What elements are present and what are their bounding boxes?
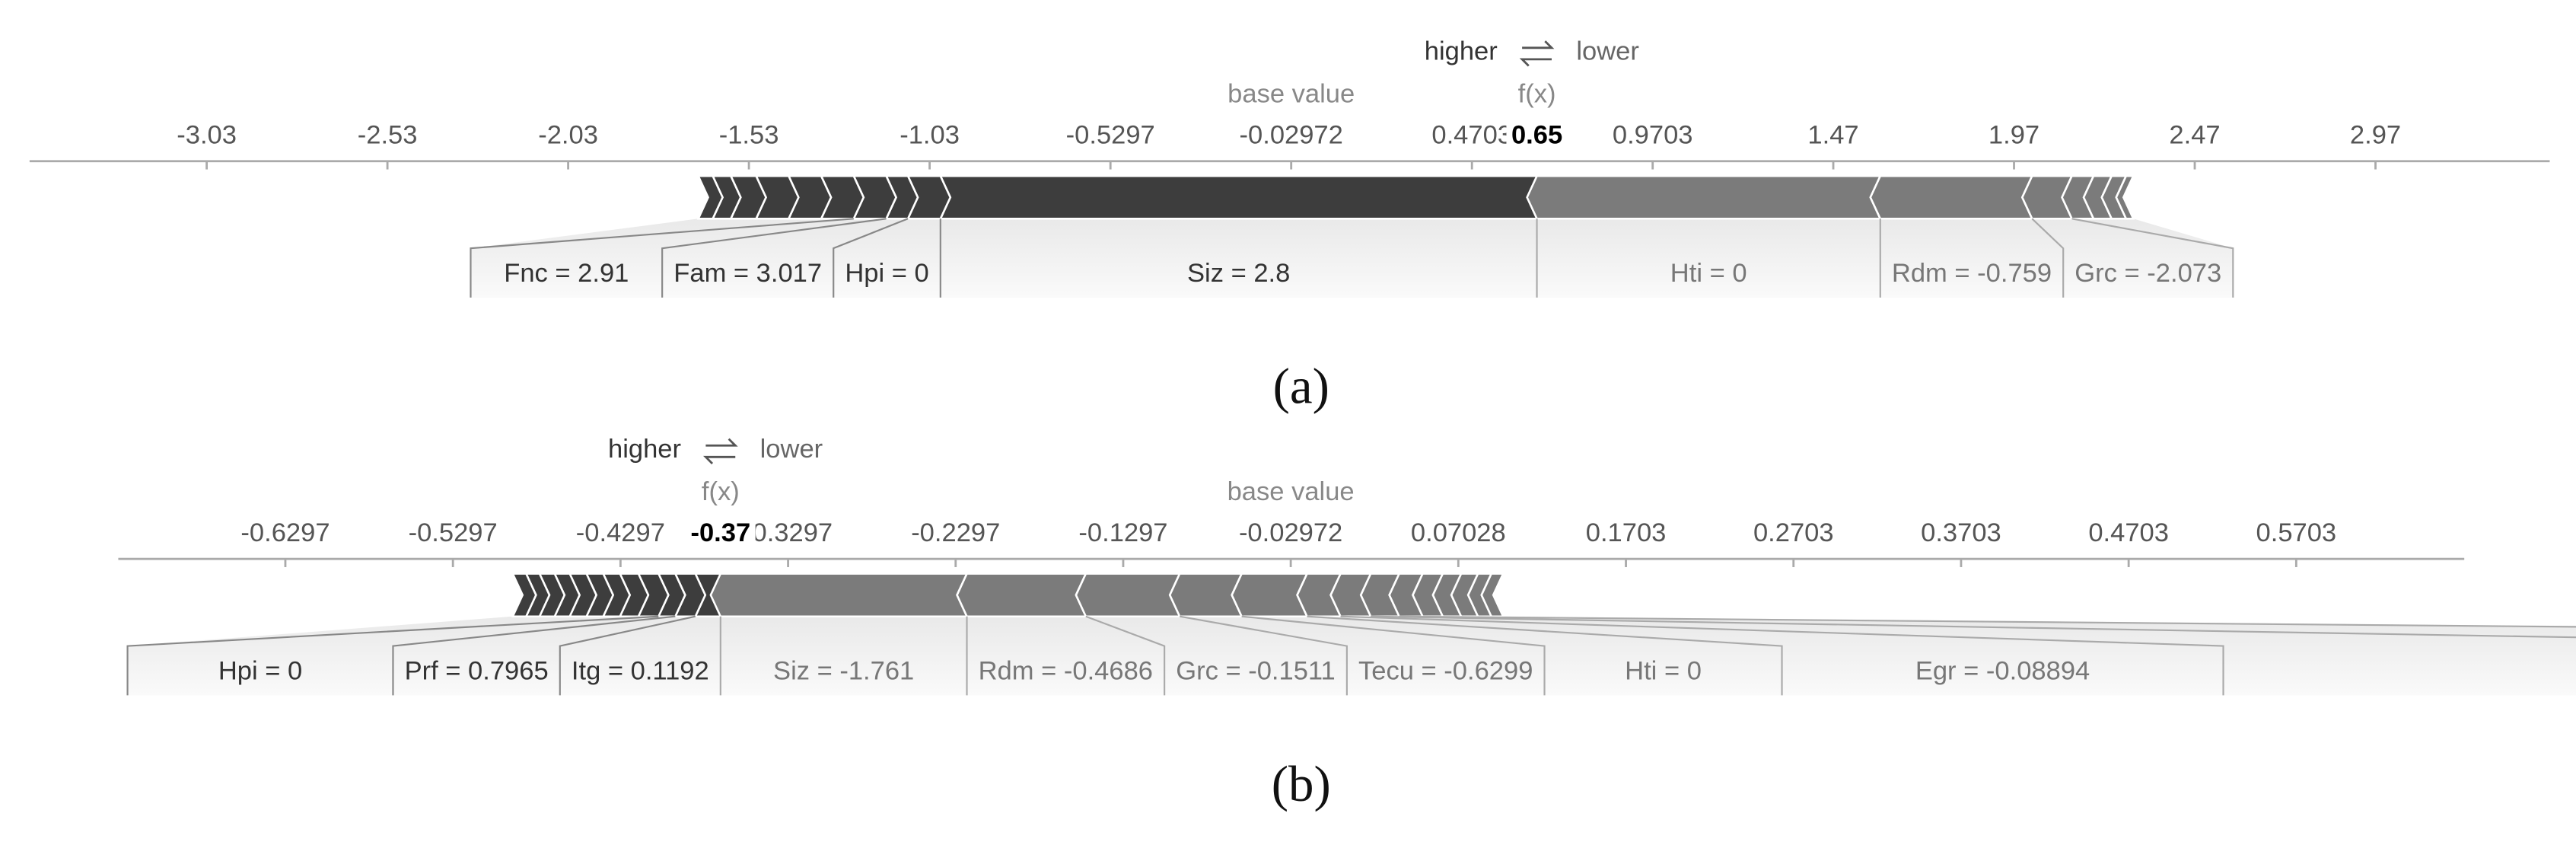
label-shading-area <box>470 218 2234 298</box>
x-tick-label: 1.47 <box>1807 120 1858 149</box>
x-tick-label: 0.5703 <box>2256 518 2337 547</box>
lower-label: lower <box>760 435 823 464</box>
higher-label: higher <box>1425 37 1498 65</box>
force-bar <box>696 174 2135 220</box>
label-connectors <box>470 218 2234 298</box>
x-tick-label: 0.2703 <box>1753 518 1834 547</box>
base-value-label: base value <box>1228 80 1355 109</box>
x-tick-label: -0.2297 <box>911 518 1000 547</box>
lower-segment <box>1526 174 1882 220</box>
direction-arrows <box>1519 40 1555 67</box>
label-shading-area <box>127 616 2576 696</box>
panel-caption: (b) <box>1272 756 1331 812</box>
label-connector <box>1399 615 2576 628</box>
lower-segment <box>1231 572 1309 618</box>
label-connector <box>1340 615 2224 696</box>
feature-label: Hti = 0 <box>1625 656 1702 685</box>
feature-label: Hti = 0 <box>1670 259 1747 288</box>
feature-label: Grc = -0.1511 <box>1176 656 1336 685</box>
x-tick-label: 0.9703 <box>1613 120 1693 149</box>
x-tick-label: -0.4297 <box>576 518 665 547</box>
x-tick-label: -3.03 <box>177 120 237 149</box>
fx-value-background <box>1506 116 1568 155</box>
x-tick-label: 0.4703 <box>2088 518 2169 547</box>
x-tick-label: -2.53 <box>358 120 418 149</box>
labels: Itg = 0.1192 Prf = 0.7965 Hpi = 0 Siz = -1.… <box>218 656 2090 685</box>
label-connectors <box>126 615 2576 696</box>
force-bar <box>511 572 1505 618</box>
x-tick-label: 2.47 <box>2169 120 2220 149</box>
feature-label: Egr = -0.08894 <box>1915 656 2090 685</box>
higher-segment <box>938 174 1548 220</box>
label-connector <box>1085 615 1166 696</box>
lower-segment <box>1075 572 1182 618</box>
x-tick-label: 0.4703 <box>1431 120 1512 149</box>
x-tick-label: -0.5297 <box>1066 120 1155 149</box>
feature-label: Hpi = 0 <box>845 259 928 288</box>
x-tick-label: -2.03 <box>538 120 598 149</box>
label-connector <box>392 615 676 696</box>
label-connector <box>470 218 854 298</box>
label-connector <box>1241 615 1546 696</box>
label-connector <box>2071 218 2234 298</box>
lower-segment <box>956 572 1087 618</box>
base-value-label: base value <box>1228 477 1355 506</box>
panel-caption: (a) <box>1273 358 1329 414</box>
x-tick-label: -0.6297 <box>240 518 330 547</box>
force-plot: -0.6297 -0.5297 -0.4297 -0.3297 -0.2297 -0.12… <box>118 435 2576 812</box>
feature-label: Siz = 2.8 <box>1187 259 1290 288</box>
axis: -3.03 -2.53 -2.03 -1.53 -1.03 -0.5297 -0.02972… <box>29 37 2550 170</box>
x-tick-label: -1.03 <box>900 120 960 149</box>
fx-value: 0.65 <box>1511 120 1562 149</box>
feature-label: Tecu = -0.6299 <box>1358 656 1533 685</box>
x-tick-label: -0.3297 <box>744 518 833 547</box>
lower-segment <box>1869 174 2034 220</box>
fx-label: f(x) <box>1518 80 1556 109</box>
higher-segment <box>511 572 537 618</box>
feature-label: Hpi = 0 <box>218 656 302 685</box>
x-tick-label: -0.5297 <box>409 518 498 547</box>
fx-value-background <box>685 514 756 553</box>
label-connector <box>661 218 887 298</box>
fx-label: f(x) <box>702 477 740 506</box>
label-connector <box>1371 615 2576 639</box>
x-tick-label: 0.07028 <box>1411 518 1506 547</box>
lower-segment <box>709 572 969 618</box>
lower-segment <box>2115 174 2135 220</box>
feature-label: Siz = -1.761 <box>773 656 914 685</box>
axis: -0.6297 -0.5297 -0.4297 -0.3297 -0.2297 -0.12… <box>118 435 2465 567</box>
feature-label: Prf = 0.7965 <box>405 656 549 685</box>
higher-label: higher <box>608 435 681 464</box>
x-tick-label: -0.02972 <box>1240 120 1343 149</box>
feature-label: Rdm = -0.4686 <box>979 656 1153 685</box>
feature-label: Grc = -2.073 <box>2074 259 2221 288</box>
x-tick-label: -1.53 <box>719 120 779 149</box>
feature-label: Itg = 0.1192 <box>572 656 709 685</box>
labels: Siz = 2.8 Hpi = 0 Fam = 3.017 Fnc = 2.91 Hti… <box>504 259 2221 288</box>
x-tick-label: -0.02972 <box>1239 518 1342 547</box>
fx-value: -0.37 <box>690 518 750 547</box>
force-plot: -3.03 -2.53 -2.03 -1.53 -1.03 -0.5297 -0.02972… <box>29 37 2550 414</box>
feature-label: Rdm = -0.759 <box>1892 259 2052 288</box>
lower-label: lower <box>1576 37 1639 65</box>
direction-arrows <box>703 438 738 464</box>
x-tick-label: 0.3703 <box>1921 518 2001 547</box>
label-connector <box>1179 615 1348 696</box>
x-tick-label: -0.1297 <box>1078 518 1167 547</box>
label-connector <box>1307 615 1783 696</box>
feature-label: Fam = 3.017 <box>673 259 822 288</box>
x-tick-label: 2.97 <box>2350 120 2401 149</box>
label-connector <box>559 615 696 696</box>
x-tick-label: 1.97 <box>1989 120 2039 149</box>
label-connector <box>2031 218 2065 298</box>
higher-segment <box>696 174 724 220</box>
label-connector <box>833 218 909 298</box>
label-shading <box>127 616 2576 696</box>
label-connector <box>126 615 659 696</box>
label-shading <box>470 218 2234 298</box>
feature-label: Fnc = 2.91 <box>504 259 629 288</box>
x-tick-label: 0.1703 <box>1586 518 1667 547</box>
